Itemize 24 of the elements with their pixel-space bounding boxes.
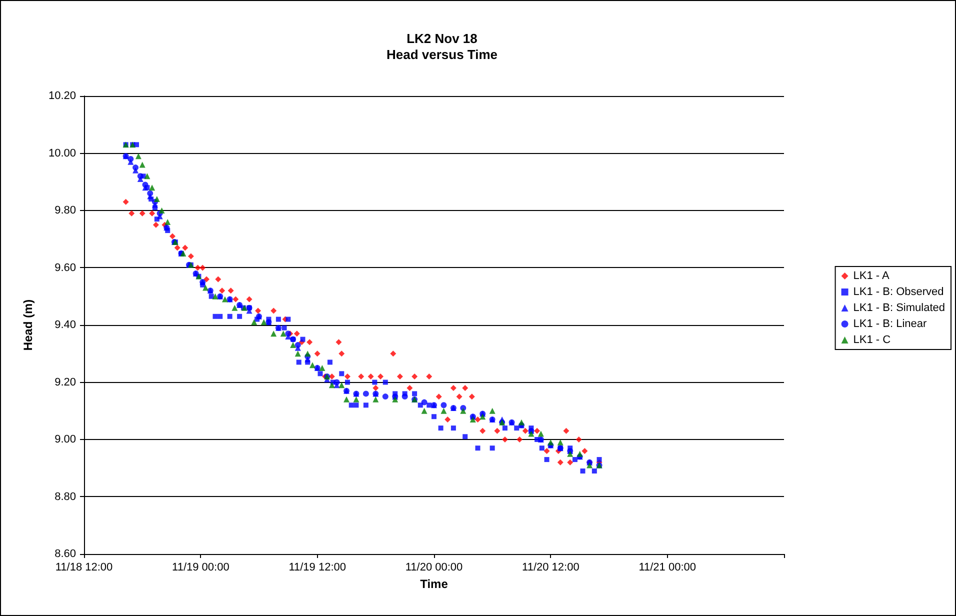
x-tick-label: 11/19 12:00: [288, 562, 346, 574]
legend-label: LK1 - A: [853, 270, 890, 282]
y-axis-title: Head (m): [21, 299, 35, 351]
chart-subtitle: Head versus Time: [386, 47, 498, 62]
legend-label: LK1 - C: [853, 334, 891, 346]
x-axis-title: Time: [420, 576, 448, 591]
y-tick-label: 9.40: [54, 319, 76, 331]
y-tick-label: 10.20: [48, 90, 76, 102]
x-tick-label: 11/18 12:00: [55, 562, 113, 574]
legend-label: LK1 - B: Observed: [853, 286, 944, 298]
legend-label: LK1 - B: Simulated: [853, 302, 946, 314]
y-tick-label: 9.20: [54, 376, 76, 388]
x-tick-label: 11/21 00:00: [638, 562, 696, 574]
chart-title: LK2 Nov 18: [406, 31, 478, 46]
y-tick-label: 9.80: [54, 204, 76, 216]
x-tick-label: 11/20 00:00: [405, 562, 463, 574]
y-tick-label: 9.00: [54, 434, 76, 446]
y-tick-label: 8.80: [54, 490, 76, 503]
y-tick-label: 9.60: [54, 262, 76, 274]
y-tick-label: 8.60: [54, 548, 76, 560]
legend-label: LK1 - B: Linear: [853, 318, 927, 330]
x-tick-label: 11/20 12:00: [522, 562, 580, 574]
y-tick-label: 10.00: [48, 147, 76, 160]
x-tick-label: 11/19 00:00: [172, 562, 230, 574]
